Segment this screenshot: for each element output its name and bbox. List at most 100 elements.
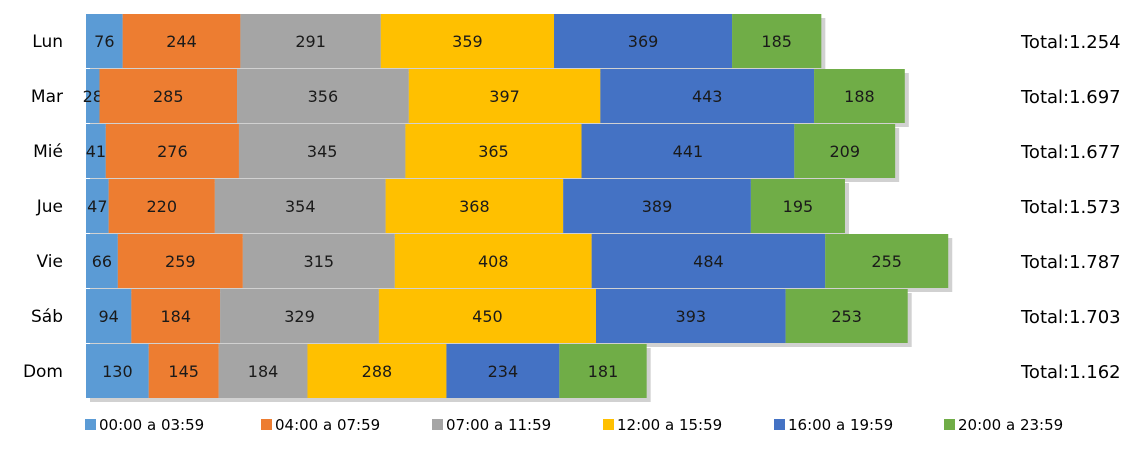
- data-label: 28: [83, 87, 103, 106]
- bar-segment: [405, 124, 582, 178]
- data-label: 443: [692, 87, 723, 106]
- data-label: 244: [166, 32, 197, 51]
- data-label: 356: [308, 87, 339, 106]
- legend-swatch: [944, 419, 955, 430]
- bar-segment: [385, 179, 564, 233]
- data-label: 209: [829, 142, 860, 161]
- data-label: 259: [165, 252, 196, 271]
- data-label: 408: [478, 252, 509, 271]
- data-label: 76: [94, 32, 114, 51]
- bar-segment: [86, 124, 106, 178]
- data-label: 345: [307, 142, 338, 161]
- total-label: Total:1.573: [1020, 197, 1121, 218]
- total-label: Total:1.162: [1020, 362, 1121, 383]
- data-label: 145: [168, 362, 199, 381]
- data-label: 368: [459, 197, 490, 216]
- bars-layer: 76 244 291 359 369 185 28 285 356 397 443 188 41 276 3…: [83, 14, 953, 402]
- bar-segment: [99, 69, 238, 123]
- data-label: 369: [628, 32, 659, 51]
- total-label: Total:1.677: [1020, 142, 1121, 163]
- bar-segment: [596, 289, 786, 343]
- bar-segment: [825, 234, 949, 288]
- data-label: 393: [676, 307, 707, 326]
- legend-entry: 12:00 a 15:59: [617, 416, 722, 434]
- data-label: 354: [285, 197, 316, 216]
- bar-segment: [214, 179, 386, 233]
- bar-segment: [794, 124, 896, 178]
- data-label: 441: [673, 142, 704, 161]
- bar-segment: [237, 69, 409, 123]
- bar-segment: [220, 289, 379, 343]
- bar-segment: [86, 289, 132, 343]
- legend-entry: 20:00 a 23:59: [958, 416, 1063, 434]
- data-label: 184: [248, 362, 279, 381]
- data-label: 130: [102, 362, 133, 381]
- bar-segment: [563, 179, 751, 233]
- bar-segment: [600, 69, 815, 123]
- bar-segment: [122, 14, 241, 68]
- legend-entry: 04:00 a 07:59: [275, 416, 380, 434]
- bar-segment: [108, 179, 215, 233]
- total-label: Total:1.703: [1020, 307, 1121, 328]
- data-label: 359: [452, 32, 483, 51]
- bar-segment: [814, 69, 905, 123]
- data-label: 234: [488, 362, 519, 381]
- data-label: 315: [304, 252, 335, 271]
- data-label: 47: [87, 197, 107, 216]
- bar-segment: [131, 289, 221, 343]
- bar-segment: [307, 344, 447, 398]
- legend-swatch: [261, 419, 272, 430]
- legend-swatch: [603, 419, 614, 430]
- data-label: 253: [831, 307, 862, 326]
- bar-segment: [242, 234, 395, 288]
- category-label: Lun: [32, 32, 63, 52]
- bar-segment: [559, 344, 647, 398]
- bar-segment: [117, 234, 243, 288]
- category-label: Mié: [33, 142, 63, 162]
- category-label: Dom: [23, 362, 63, 382]
- bar-segment: [785, 289, 908, 343]
- bar-segment: [86, 179, 109, 233]
- bar-segment: [218, 344, 308, 398]
- total-labels: Total:1.254 Total:1.697 Total:1.677 Total:1…: [1020, 32, 1121, 383]
- data-label: 329: [284, 307, 315, 326]
- legend-swatch: [85, 419, 96, 430]
- bar-segment: [240, 14, 381, 68]
- data-label: 365: [478, 142, 509, 161]
- bar-segment: [394, 234, 592, 288]
- bar-segment: [554, 14, 733, 68]
- category-label: Jue: [36, 197, 63, 217]
- category-label: Mar: [31, 87, 63, 107]
- bar-segment: [86, 234, 118, 288]
- legend-entry: 07:00 a 11:59: [446, 416, 551, 434]
- bar-segment: [378, 289, 597, 343]
- data-label: 220: [146, 197, 177, 216]
- bar-segment: [238, 124, 406, 178]
- bar-segment: [86, 14, 123, 68]
- bar-segment: [581, 124, 795, 178]
- data-label: 41: [86, 142, 106, 161]
- data-label: 188: [844, 87, 875, 106]
- bar-segment: [408, 69, 601, 123]
- data-label: 185: [761, 32, 792, 51]
- data-label: 291: [295, 32, 326, 51]
- bar-segment: [105, 124, 239, 178]
- data-label: 255: [871, 252, 902, 271]
- data-label: 288: [362, 362, 393, 381]
- bar-segment: [380, 14, 555, 68]
- legend-swatch: [774, 419, 785, 430]
- bar-segment: [732, 14, 822, 68]
- legend-entry: 00:00 a 03:59: [99, 416, 204, 434]
- category-label: Vie: [37, 252, 63, 272]
- data-label: 276: [157, 142, 188, 161]
- bar-segment: [86, 69, 100, 123]
- data-label: 450: [472, 307, 503, 326]
- category-label: Sáb: [31, 307, 63, 327]
- bar-segment: [591, 234, 826, 288]
- data-label: 397: [489, 87, 520, 106]
- bar-segment: [148, 344, 219, 398]
- legend-entry: 16:00 a 19:59: [788, 416, 893, 434]
- total-label: Total:1.787: [1020, 252, 1121, 273]
- data-label: 94: [98, 307, 118, 326]
- bar-segment: [446, 344, 560, 398]
